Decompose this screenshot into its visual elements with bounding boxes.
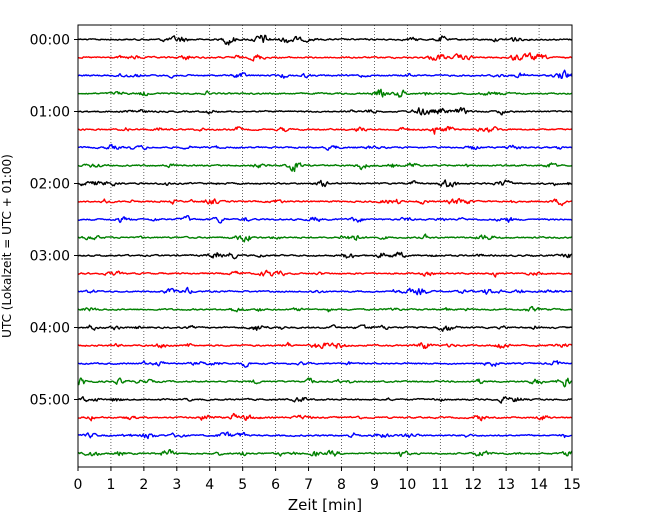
seismogram-trace — [77, 360, 573, 368]
y-axis-label: UTC (Lokalzeit = UTC + 01:00) — [0, 154, 14, 338]
x-tick-label: 8 — [337, 477, 346, 493]
seismogram-trace — [77, 197, 573, 207]
seismogram-trace — [77, 88, 573, 98]
x-tick-label: 7 — [304, 477, 313, 493]
seismogram-trace — [77, 448, 573, 458]
y-axis-ticks: 00:00 01:00 02:00 03:00 04:00 05:00 — [30, 33, 78, 409]
plot-frame — [77, 24, 573, 468]
x-axis-label: Zeit [min] — [288, 496, 362, 514]
y-tick-label: 02:00 — [30, 177, 70, 193]
y-tick-label: 04:00 — [30, 321, 70, 337]
x-tick-label: 2 — [139, 477, 148, 493]
seismogram-trace — [77, 143, 573, 151]
x-tick-label: 14 — [530, 477, 548, 493]
seismogram-trace — [77, 106, 573, 116]
x-tick-label: 9 — [370, 477, 379, 493]
x-tick-label: 15 — [563, 477, 581, 493]
seismogram-trace — [77, 162, 573, 173]
seismogram-trace — [77, 34, 573, 46]
x-tick-label: 10 — [398, 477, 416, 493]
seismogram-trace — [77, 324, 573, 332]
seismogram-trace — [77, 396, 573, 404]
y-tick-label: 00:00 — [30, 33, 70, 49]
x-tick-label: 6 — [271, 477, 280, 493]
seismogram-trace — [77, 412, 573, 422]
y-tick-label: 03:00 — [30, 249, 70, 265]
seismogram-trace — [77, 305, 572, 313]
x-tick-label: 11 — [431, 477, 449, 493]
seismogram-trace — [77, 251, 573, 260]
y-tick-label: 01:00 — [30, 105, 70, 121]
seismogram-trace — [77, 69, 573, 79]
seismogram-trace — [77, 286, 573, 296]
x-tick-label: 4 — [205, 477, 214, 493]
seismogram-trace — [77, 377, 573, 388]
seismogram-trace — [77, 179, 573, 188]
seismogram-trace — [77, 125, 573, 135]
seismogram-trace — [77, 341, 573, 350]
seismogram-trace — [77, 431, 573, 440]
x-tick-label: 1 — [106, 477, 115, 493]
seismogram-trace — [77, 233, 573, 243]
x-tick-label: 3 — [172, 477, 181, 493]
plot-background — [78, 25, 572, 467]
x-tick-label: 13 — [497, 477, 515, 493]
x-axis-ticks: 0 1 2 3 4 5 6 7 8 9 10 11 12 13 14 15 — [74, 467, 581, 493]
x-tick-label: 12 — [464, 477, 482, 493]
seismogram-trace — [77, 269, 573, 278]
seismogram-trace — [77, 215, 573, 224]
x-tick-label: 5 — [238, 477, 247, 493]
seismogram-trace — [77, 52, 573, 62]
y-tick-label: 05:00 — [30, 393, 70, 409]
trace-group — [77, 34, 573, 458]
x-tick-label: 0 — [74, 477, 83, 493]
